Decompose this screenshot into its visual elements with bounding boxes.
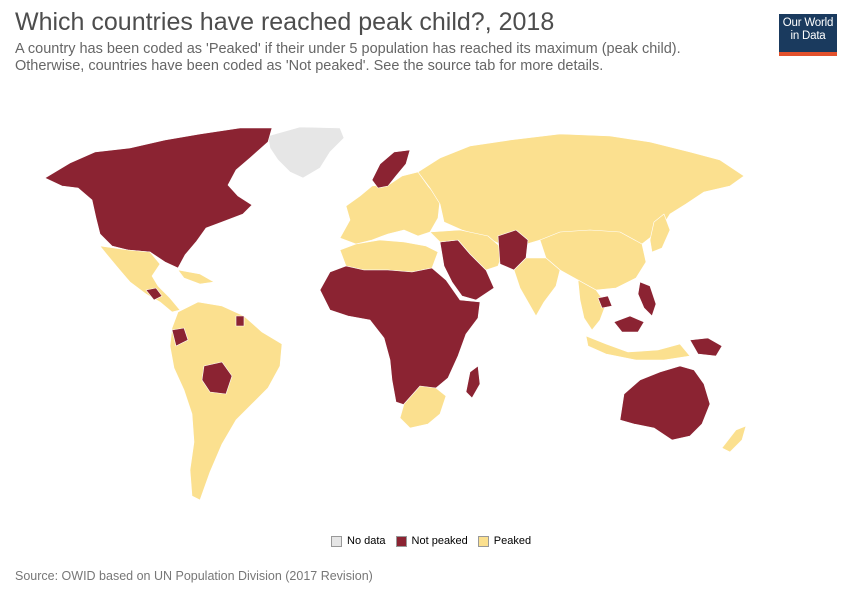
legend-swatch [331,535,342,547]
region-french-guiana[interactable] [235,315,245,327]
region-japan[interactable] [649,213,671,253]
region-india[interactable] [513,257,561,317]
legend-item-no-data[interactable]: No data [331,535,386,547]
region-north-america[interactable] [44,127,273,269]
map-legend: No data Not peaked Peaked [331,535,541,547]
legend-label: No data [347,535,386,547]
source-note[interactable]: Source: OWID based on UN Population Divi… [15,569,373,583]
region-ecuador[interactable] [171,327,189,347]
owid-logo[interactable]: Our World in Data [779,14,837,56]
chart-title: Which countries have reached peak child?… [15,8,555,36]
region-norway-sweden[interactable] [371,149,411,189]
region-south-america[interactable] [169,301,283,501]
region-cambodia[interactable] [597,295,613,309]
legend-swatch [477,535,489,547]
region-sub-saharan-africa[interactable] [319,265,481,407]
region-philippines[interactable] [637,281,657,317]
region-indonesia[interactable] [585,335,691,361]
legend-label: Peaked [493,535,532,547]
legend-swatch [395,535,407,547]
legend-item-peaked[interactable]: Peaked [477,535,532,547]
chart-subtitle: A country has been coded as 'Peaked' if … [15,41,681,74]
region-southern-africa[interactable] [399,385,447,429]
region-new-zealand[interactable] [721,425,747,453]
region-malaysia-borneo[interactable] [613,315,645,333]
region-iran-turkey[interactable] [429,229,505,271]
region-caribbean[interactable] [177,269,215,285]
region-southeast-asia[interactable] [577,279,607,331]
logo-line-2: in Data [790,30,826,42]
region-australia[interactable] [619,365,711,441]
legend-item-not-peaked[interactable]: Not peaked [395,535,468,547]
region-greenland[interactable] [267,126,345,179]
region-north-africa[interactable] [339,239,439,273]
region-papua-new-guinea[interactable] [689,337,723,357]
legend-label: Not peaked [411,535,468,547]
region-guatemala[interactable] [145,287,163,301]
world-map[interactable] [0,110,850,530]
region-madagascar[interactable] [465,365,481,399]
region-bolivia[interactable] [201,361,233,395]
logo-line-1: Our World [782,17,834,29]
